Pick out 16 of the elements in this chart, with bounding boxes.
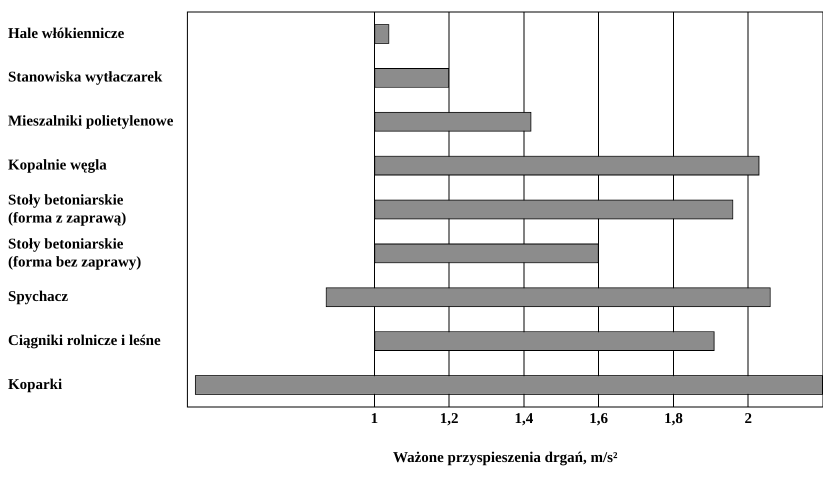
y-tick-label: Spychacz — [8, 289, 68, 306]
x-tick-label: 1,4 — [514, 410, 534, 427]
x-tick-label: 1,8 — [664, 410, 683, 427]
y-tick-label: Koparki — [8, 376, 62, 393]
x-tick-label: 1,6 — [589, 410, 609, 427]
y-tick-label: Kopalnie węgla — [8, 157, 108, 174]
x-axis-title: Ważone przyspieszenia drgań, m/s² — [392, 450, 618, 466]
x-tick-label: 1 — [370, 410, 378, 427]
y-tick-label: Mieszalniki polietylenowe — [8, 114, 174, 130]
x-tick-label: 2 — [744, 410, 752, 427]
y-tick-label: Stoły betoniarskie (forma z zaprawą) — [8, 192, 126, 226]
y-tick-label: Ciągniki rolnicze i leśne — [8, 333, 161, 350]
y-tick-label: Stoły betoniarskie (forma bez zaprawy) — [8, 236, 142, 270]
y-tick-label: Stanowiska wytłaczarek — [8, 70, 163, 86]
x-tick-label: 1,2 — [440, 410, 458, 427]
y-tick-label: Hale włókiennicze — [8, 26, 125, 42]
